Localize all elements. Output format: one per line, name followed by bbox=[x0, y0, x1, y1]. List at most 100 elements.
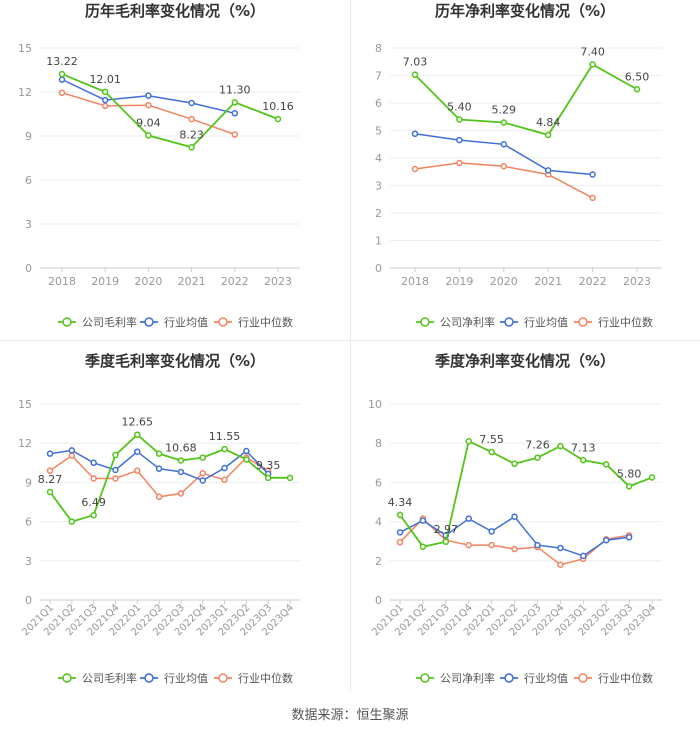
legend-swatch-marker bbox=[420, 673, 430, 683]
x-tick-label: 2023 bbox=[264, 275, 292, 288]
data-point-industry-avg bbox=[557, 544, 564, 552]
data-point-company bbox=[134, 431, 141, 438]
data-point-company bbox=[544, 131, 552, 139]
y-tick-label: 9 bbox=[25, 130, 32, 143]
data-point-industry-avg bbox=[90, 459, 97, 467]
data-point-company bbox=[58, 70, 66, 78]
legend-label: 公司净利率 bbox=[440, 671, 495, 685]
y-tick-label: 3 bbox=[25, 218, 32, 231]
data-point-industry-avg bbox=[243, 447, 250, 455]
y-tick-label: 4 bbox=[375, 516, 382, 529]
x-tick-label: 2021 bbox=[178, 275, 206, 288]
series-line-company bbox=[399, 439, 653, 548]
data-label: 9.04 bbox=[136, 116, 161, 129]
data-point-industry-avg bbox=[188, 99, 195, 107]
legend-swatch-marker bbox=[504, 673, 514, 683]
data-point-company bbox=[534, 454, 541, 461]
data-label: 7.26 bbox=[525, 439, 550, 452]
data-label: 7.40 bbox=[580, 46, 605, 59]
quarterly-gross-margin-chart: 季度毛利率变化情况（%）036912152021Q12021Q22021Q320… bbox=[18, 352, 300, 685]
x-tick-label: 2022 bbox=[221, 275, 249, 288]
data-label: 11.30 bbox=[219, 83, 251, 96]
legend-label: 行业均值 bbox=[164, 672, 208, 685]
data-label: 8.23 bbox=[179, 128, 204, 141]
data-point-industry-avg bbox=[58, 76, 66, 83]
legend-swatch-marker bbox=[504, 317, 514, 327]
data-point-industry-median bbox=[68, 452, 76, 459]
x-tick-label: 2021 bbox=[534, 275, 562, 288]
data-point-industry-median bbox=[396, 538, 404, 546]
legend-swatch-marker bbox=[144, 673, 154, 683]
data-point-industry-avg bbox=[625, 534, 633, 541]
data-label: 13.22 bbox=[46, 55, 78, 68]
data-point-company bbox=[112, 451, 119, 459]
data-point-industry-avg bbox=[145, 92, 152, 99]
data-point-industry-avg bbox=[134, 448, 141, 455]
data-point-industry-avg bbox=[199, 477, 206, 484]
chart-title: 历年净利率变化情况（%） bbox=[435, 2, 615, 20]
legend-label: 行业均值 bbox=[164, 316, 208, 329]
data-point-industry-median bbox=[134, 467, 141, 474]
horizontal-divider bbox=[0, 340, 700, 341]
data-point-industry-median bbox=[188, 115, 195, 123]
annual-gross-margin-chart: 历年毛利率变化情况（%） 0 3 6 9 12 15 2018 2019 2020 2021 2022… bbox=[18, 2, 300, 329]
legend-label: 行业均值 bbox=[524, 672, 568, 685]
x-tick-label: 2018 bbox=[401, 275, 429, 288]
data-point-industry-avg bbox=[589, 171, 596, 178]
x-tick-label: 2020 bbox=[490, 275, 518, 288]
data-point-company bbox=[500, 119, 508, 126]
y-tick-label: 12 bbox=[18, 437, 32, 450]
data-point-industry-avg bbox=[488, 528, 495, 535]
legend-label: 行业均值 bbox=[524, 316, 568, 329]
data-point-company bbox=[286, 474, 294, 482]
data-point-industry-avg bbox=[101, 96, 109, 104]
legend-swatch-marker bbox=[420, 317, 430, 327]
data-label: 4.84 bbox=[536, 116, 561, 129]
data-point-industry-avg bbox=[68, 447, 76, 454]
series-line-company bbox=[414, 63, 638, 136]
data-point-industry-avg bbox=[500, 141, 508, 148]
legend-swatch-marker bbox=[218, 317, 228, 327]
data-point-company bbox=[456, 116, 463, 123]
data-label: 12.65 bbox=[122, 416, 154, 429]
data-point-company bbox=[589, 61, 596, 68]
data-point-industry-avg bbox=[602, 536, 610, 544]
data-point-company bbox=[419, 543, 427, 550]
y-tick-label: 0 bbox=[375, 262, 382, 275]
data-point-industry-avg bbox=[231, 110, 239, 117]
y-tick-label: 1 bbox=[375, 235, 382, 248]
x-tick-label: 2018 bbox=[48, 275, 76, 288]
y-tick-label: 0 bbox=[25, 594, 32, 607]
data-point-industry-median bbox=[231, 131, 239, 138]
legend-swatch-marker bbox=[578, 673, 588, 683]
y-tick-label: 0 bbox=[25, 262, 32, 275]
y-tick-label: 15 bbox=[18, 398, 32, 411]
legend-label: 行业中位数 bbox=[238, 671, 293, 685]
data-point-industry-avg bbox=[465, 515, 472, 522]
y-tick-label: 2 bbox=[375, 207, 382, 220]
data-label: 7.13 bbox=[571, 441, 596, 454]
y-tick-label: 4 bbox=[375, 152, 382, 165]
data-point-company bbox=[633, 86, 641, 93]
y-tick-label: 0 bbox=[375, 594, 382, 607]
data-point-industry-avg bbox=[419, 517, 427, 524]
data-label: 4.34 bbox=[388, 496, 413, 509]
data-source-footer: 数据来源：恒生聚源 bbox=[291, 708, 409, 723]
data-point-industry-median bbox=[589, 194, 596, 202]
annual-net-margin-chart: 历年净利率变化情况（%） 0 1 2 3 4 5 6 7 8 2018 2019 2020 2021 202… bbox=[375, 2, 662, 329]
data-point-company bbox=[488, 448, 495, 456]
legend-label: 公司毛利率 bbox=[82, 315, 137, 329]
data-label: 2.97 bbox=[434, 523, 459, 536]
data-point-company bbox=[511, 460, 518, 468]
y-tick-label: 7 bbox=[375, 70, 382, 83]
y-tick-label: 8 bbox=[375, 42, 382, 55]
data-point-industry-median bbox=[46, 467, 54, 474]
data-point-company bbox=[625, 483, 633, 490]
chart-title: 季度净利率变化情况（%） bbox=[435, 352, 615, 370]
data-point-company bbox=[199, 454, 206, 461]
data-point-company bbox=[145, 132, 152, 139]
y-tick-label: 3 bbox=[375, 180, 382, 193]
data-point-company bbox=[396, 511, 404, 519]
legend-swatch-marker bbox=[62, 673, 72, 683]
chart-title: 季度毛利率变化情况（%） bbox=[85, 352, 265, 370]
